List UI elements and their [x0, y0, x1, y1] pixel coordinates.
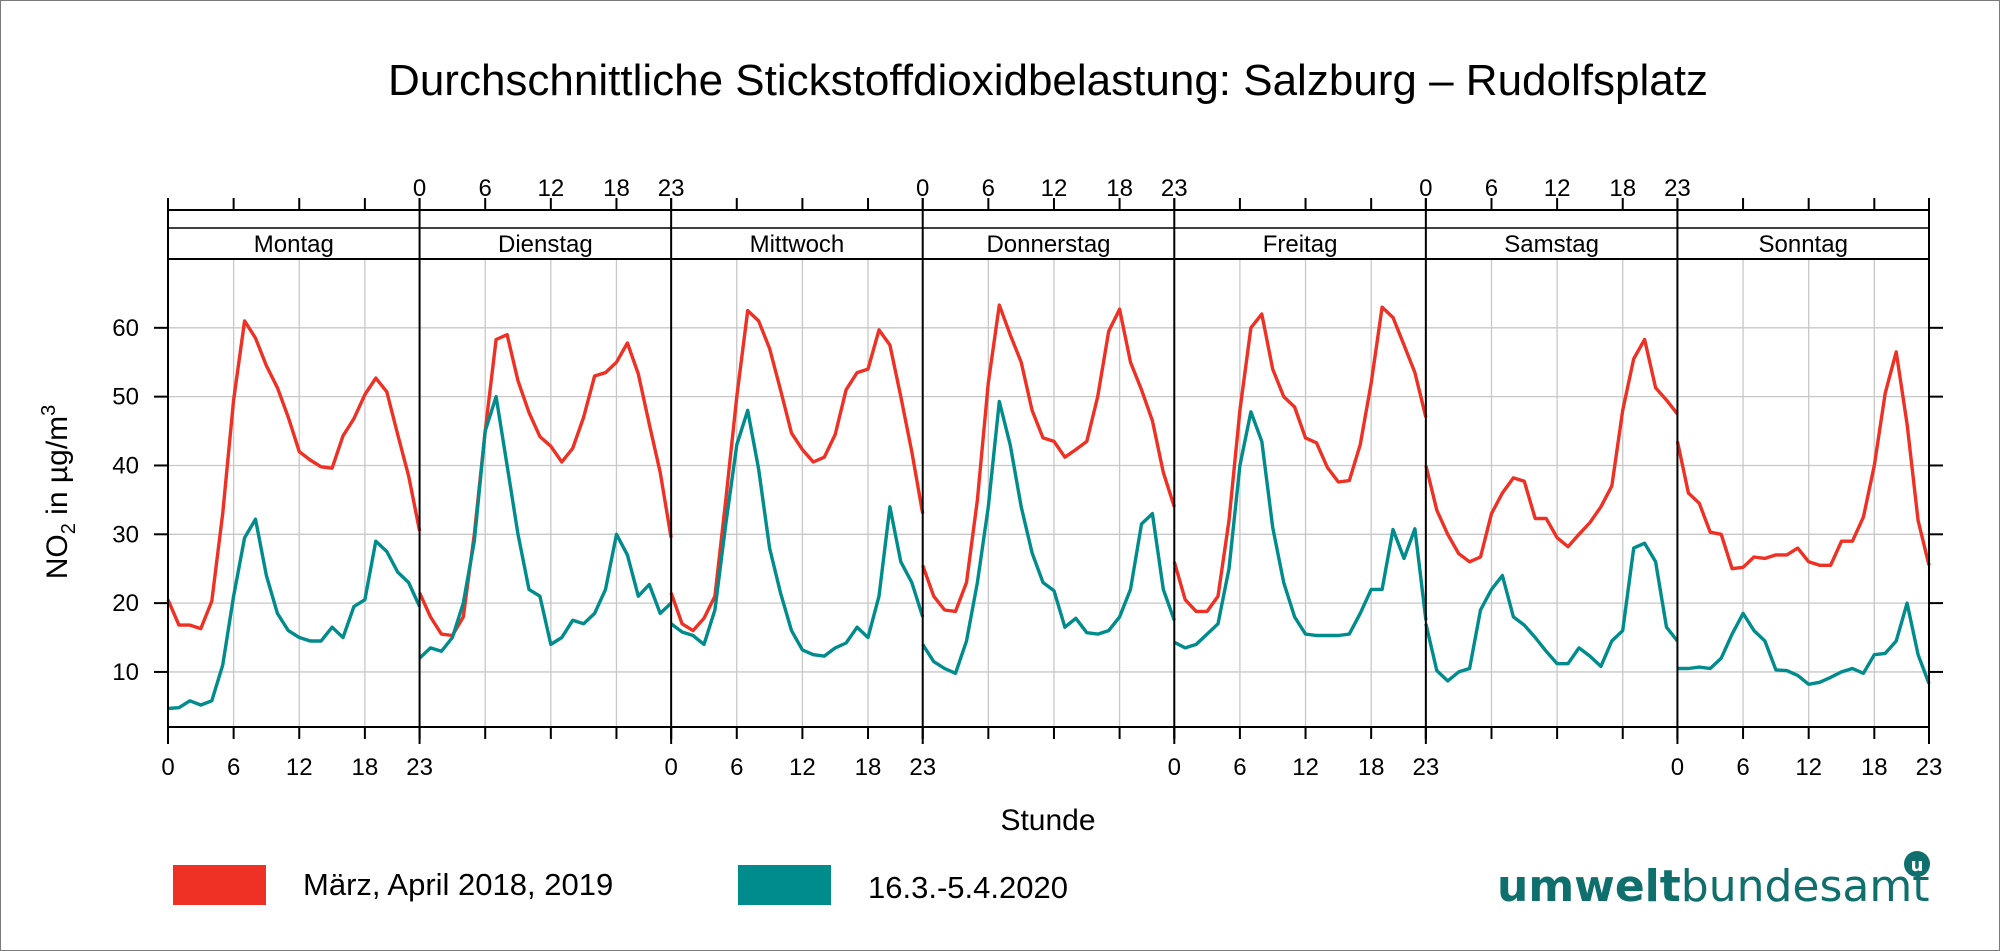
- series-0-line-donnerstag: [921, 303, 1176, 614]
- x-tick-label-top-3-6: 6: [982, 175, 995, 202]
- x-tick-label-top-1-12: 12: [537, 175, 564, 202]
- series-1-line-dienstag: [418, 394, 673, 660]
- y-axis-title: NO2 in µg/m3: [38, 405, 80, 580]
- x-tick-label-top-1-0: 0: [413, 175, 426, 202]
- x-tick-label-top-5-0: 0: [1419, 175, 1432, 202]
- x-tick-label-bottom-2-6: 6: [730, 754, 743, 781]
- x-tick-label-bottom-4-0: 0: [1168, 754, 1181, 781]
- x-tick-label-bottom-0-18: 18: [352, 754, 379, 781]
- panel-label-mittwoch: Mittwoch: [750, 231, 845, 258]
- x-tick-label-bottom-0-23: 23: [406, 754, 433, 781]
- x-tick-label-bottom-6-6: 6: [1736, 754, 1749, 781]
- y-axis-title-rest: in µg/m: [41, 416, 74, 523]
- chart-title: Durchschnittliche Stickstoffdioxidbelast…: [388, 56, 1708, 105]
- x-tick-label-bottom-2-18: 18: [855, 754, 882, 781]
- plot-layer: Montag Dienstag Mittwoch Donnerstag Freitag S…: [112, 175, 1943, 781]
- y-tick-label-50: 50: [112, 384, 139, 411]
- series-0-line-montag: [166, 319, 422, 631]
- x-tick-label-bottom-6-18: 18: [1861, 754, 1888, 781]
- panel-label-sonntag: Sonntag: [1759, 231, 1848, 258]
- x-tick-label-top-3-18: 18: [1106, 175, 1133, 202]
- x-tick-label-top-5-6: 6: [1485, 175, 1498, 202]
- x-tick-label-bottom-6-12: 12: [1795, 754, 1822, 781]
- x-tick-label-top-5-23: 23: [1664, 175, 1691, 202]
- panel-label-samstag: Samstag: [1504, 231, 1599, 258]
- series-1-line-mittwoch: [670, 408, 925, 658]
- x-tick-label-bottom-2-12: 12: [789, 754, 816, 781]
- x-tick-label-bottom-4-23: 23: [1413, 754, 1440, 781]
- y-tick-label-40: 40: [112, 452, 139, 479]
- panel-label-donnerstag: Donnerstag: [986, 231, 1110, 258]
- x-tick-label-bottom-4-18: 18: [1358, 754, 1385, 781]
- x-tick-label-top-5-12: 12: [1544, 175, 1571, 202]
- x-tick-label-bottom-0-0: 0: [161, 754, 174, 781]
- x-tick-label-bottom-4-6: 6: [1233, 754, 1246, 781]
- y-tick-label-30: 30: [112, 521, 139, 548]
- plot-frame: [167, 258, 1930, 728]
- series-0-line-sonntag: [1675, 350, 1931, 571]
- y-axis-title-sup: 3: [38, 405, 60, 416]
- x-axis-title: Stunde: [1000, 804, 1095, 837]
- x-tick-label-bottom-0-6: 6: [227, 754, 240, 781]
- legend-label-2018-2019: März, April 2018, 2019: [303, 867, 613, 902]
- series-0-line-dienstag: [418, 333, 673, 638]
- series-1-line-freitag: [1173, 410, 1428, 650]
- legend-label-2020: 16.3.-5.4.2020: [868, 870, 1068, 905]
- legend-swatch-2020: [738, 865, 831, 905]
- y-tick-label-20: 20: [112, 590, 139, 617]
- x-tick-label-bottom-2-0: 0: [664, 754, 677, 781]
- legend: März, April 2018, 2019 16.3.-5.4.2020: [173, 865, 1068, 905]
- series-0-line-freitag: [1172, 305, 1428, 614]
- x-tick-label-top-3-12: 12: [1041, 175, 1068, 202]
- x-tick-label-bottom-4-12: 12: [1292, 754, 1319, 781]
- y-tick-label-60: 60: [112, 315, 139, 342]
- series-1-line-donnerstag: [921, 399, 1176, 675]
- x-tick-label-bottom-2-23: 23: [909, 754, 936, 781]
- x-tick-label-top-3-23: 23: [1161, 175, 1188, 202]
- logo-text-bundesamt: bundesamt: [1681, 861, 1930, 912]
- x-tick-label-top-1-18: 18: [603, 175, 630, 202]
- y-tick-label-10: 10: [112, 659, 139, 686]
- x-tick-label-bottom-0-12: 12: [286, 754, 313, 781]
- x-tick-label-top-3-0: 0: [916, 175, 929, 202]
- series-1-line-montag: [167, 517, 422, 711]
- x-tick-label-bottom-6-0: 0: [1671, 754, 1684, 781]
- panel-label-montag: Montag: [254, 231, 334, 258]
- panel-label-freitag: Freitag: [1263, 231, 1338, 258]
- x-tick-label-top-1-6: 6: [479, 175, 492, 202]
- x-tick-label-top-5-18: 18: [1609, 175, 1636, 202]
- legend-swatch-2018-2019: [173, 865, 266, 905]
- series-1-line-sonntag: [1677, 601, 1931, 686]
- series-1-line-samstag: [1424, 541, 1679, 683]
- logo-text-umwelt: umwelt: [1497, 861, 1681, 912]
- y-axis-title-main: NO: [41, 534, 74, 579]
- umweltbundesamt-logo: umweltbundesamt u: [1497, 851, 1930, 912]
- logo-u-badge: [1904, 851, 1930, 877]
- svg-text:NO2 in µg/m3: NO2 in µg/m3: [38, 405, 80, 580]
- panel-label-dienstag: Dienstag: [498, 231, 593, 258]
- series-0-line-samstag: [1424, 337, 1679, 564]
- x-tick-label-top-1-23: 23: [658, 175, 685, 202]
- y-axis-title-sub: 2: [58, 523, 80, 534]
- x-tick-label-bottom-6-23: 23: [1916, 754, 1943, 781]
- series-0-line-mittwoch: [669, 308, 925, 633]
- svg-text:umweltbundesamt: umweltbundesamt: [1497, 861, 1929, 912]
- logo-u-mark: u: [1911, 855, 1924, 876]
